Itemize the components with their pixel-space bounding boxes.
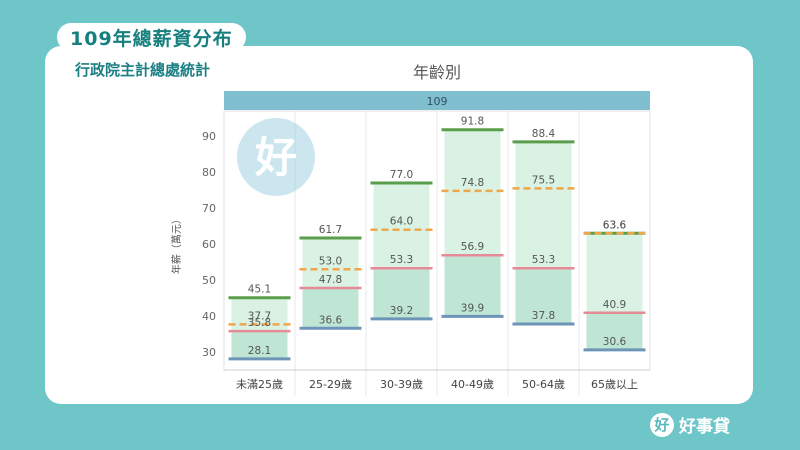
median-value-label: 53.3 bbox=[532, 254, 555, 266]
brand-name: 好事貸 bbox=[679, 417, 730, 437]
brand-icon: 好 bbox=[650, 412, 674, 437]
median-value-label: 40.9 bbox=[603, 299, 626, 311]
mean-value-label: 74.8 bbox=[461, 177, 484, 189]
high-value-label: 91.8 bbox=[461, 116, 484, 128]
x-tick-label: 50-64歲 bbox=[522, 377, 565, 391]
high-value-label: 63.6 bbox=[603, 219, 627, 231]
median-value-label: 53.3 bbox=[390, 254, 413, 266]
y-axis-label: 年薪（萬元） bbox=[170, 214, 183, 274]
source-label: 行政院主計總處統計 bbox=[75, 61, 211, 79]
lower-band bbox=[444, 255, 501, 317]
low-value-label: 37.8 bbox=[532, 310, 555, 322]
low-value-label: 30.6 bbox=[603, 336, 627, 348]
median-value-label: 56.9 bbox=[461, 241, 484, 253]
chart-title: 年齡別 bbox=[413, 63, 461, 82]
mean-value-label: 75.5 bbox=[532, 174, 555, 186]
high-value-label: 61.7 bbox=[319, 224, 342, 236]
mean-value-label: 37.7 bbox=[248, 310, 271, 322]
x-tick-label: 未滿25歲 bbox=[236, 377, 283, 391]
panel-header-bar bbox=[224, 91, 650, 110]
x-tick-label: 65歲以上 bbox=[591, 377, 638, 391]
brand-logo: 好 好事貸 bbox=[650, 412, 730, 437]
mean-value-label: 64.0 bbox=[390, 216, 413, 228]
watermark-icon: 好 bbox=[254, 133, 297, 182]
y-tick-label: 30 bbox=[202, 346, 216, 359]
lower-band bbox=[515, 268, 572, 324]
low-value-label: 39.2 bbox=[390, 305, 413, 317]
page-title: 109年總薪資分布 bbox=[57, 23, 246, 51]
lower-band bbox=[586, 312, 643, 350]
high-value-label: 77.0 bbox=[390, 169, 413, 181]
mean-value-label: 63.6 bbox=[603, 219, 627, 231]
mean-value-label: 53.0 bbox=[319, 255, 342, 267]
lower-band bbox=[302, 287, 359, 329]
y-tick-label: 50 bbox=[202, 274, 216, 287]
low-value-label: 36.6 bbox=[319, 314, 343, 326]
median-value-label: 47.8 bbox=[319, 274, 342, 286]
y-tick-label: 40 bbox=[202, 310, 216, 323]
x-tick-label: 30-39歲 bbox=[380, 377, 423, 391]
y-tick-label: 80 bbox=[202, 166, 216, 179]
x-tick-label: 40-49歲 bbox=[451, 377, 494, 391]
watermark-circle bbox=[237, 118, 315, 196]
high-value-label: 88.4 bbox=[532, 128, 556, 140]
lower-band bbox=[373, 268, 430, 319]
lower-band bbox=[231, 331, 288, 359]
y-tick-label: 70 bbox=[202, 202, 216, 215]
median-value-label: 35.8 bbox=[248, 317, 271, 329]
panel-header-label: 109 bbox=[427, 95, 448, 108]
low-value-label: 28.1 bbox=[248, 345, 271, 357]
high-value-label: 45.1 bbox=[248, 284, 271, 296]
low-value-label: 39.9 bbox=[461, 302, 484, 314]
x-tick-label: 25-29歲 bbox=[309, 377, 352, 391]
y-tick-label: 90 bbox=[202, 130, 216, 143]
y-tick-label: 60 bbox=[202, 238, 216, 251]
